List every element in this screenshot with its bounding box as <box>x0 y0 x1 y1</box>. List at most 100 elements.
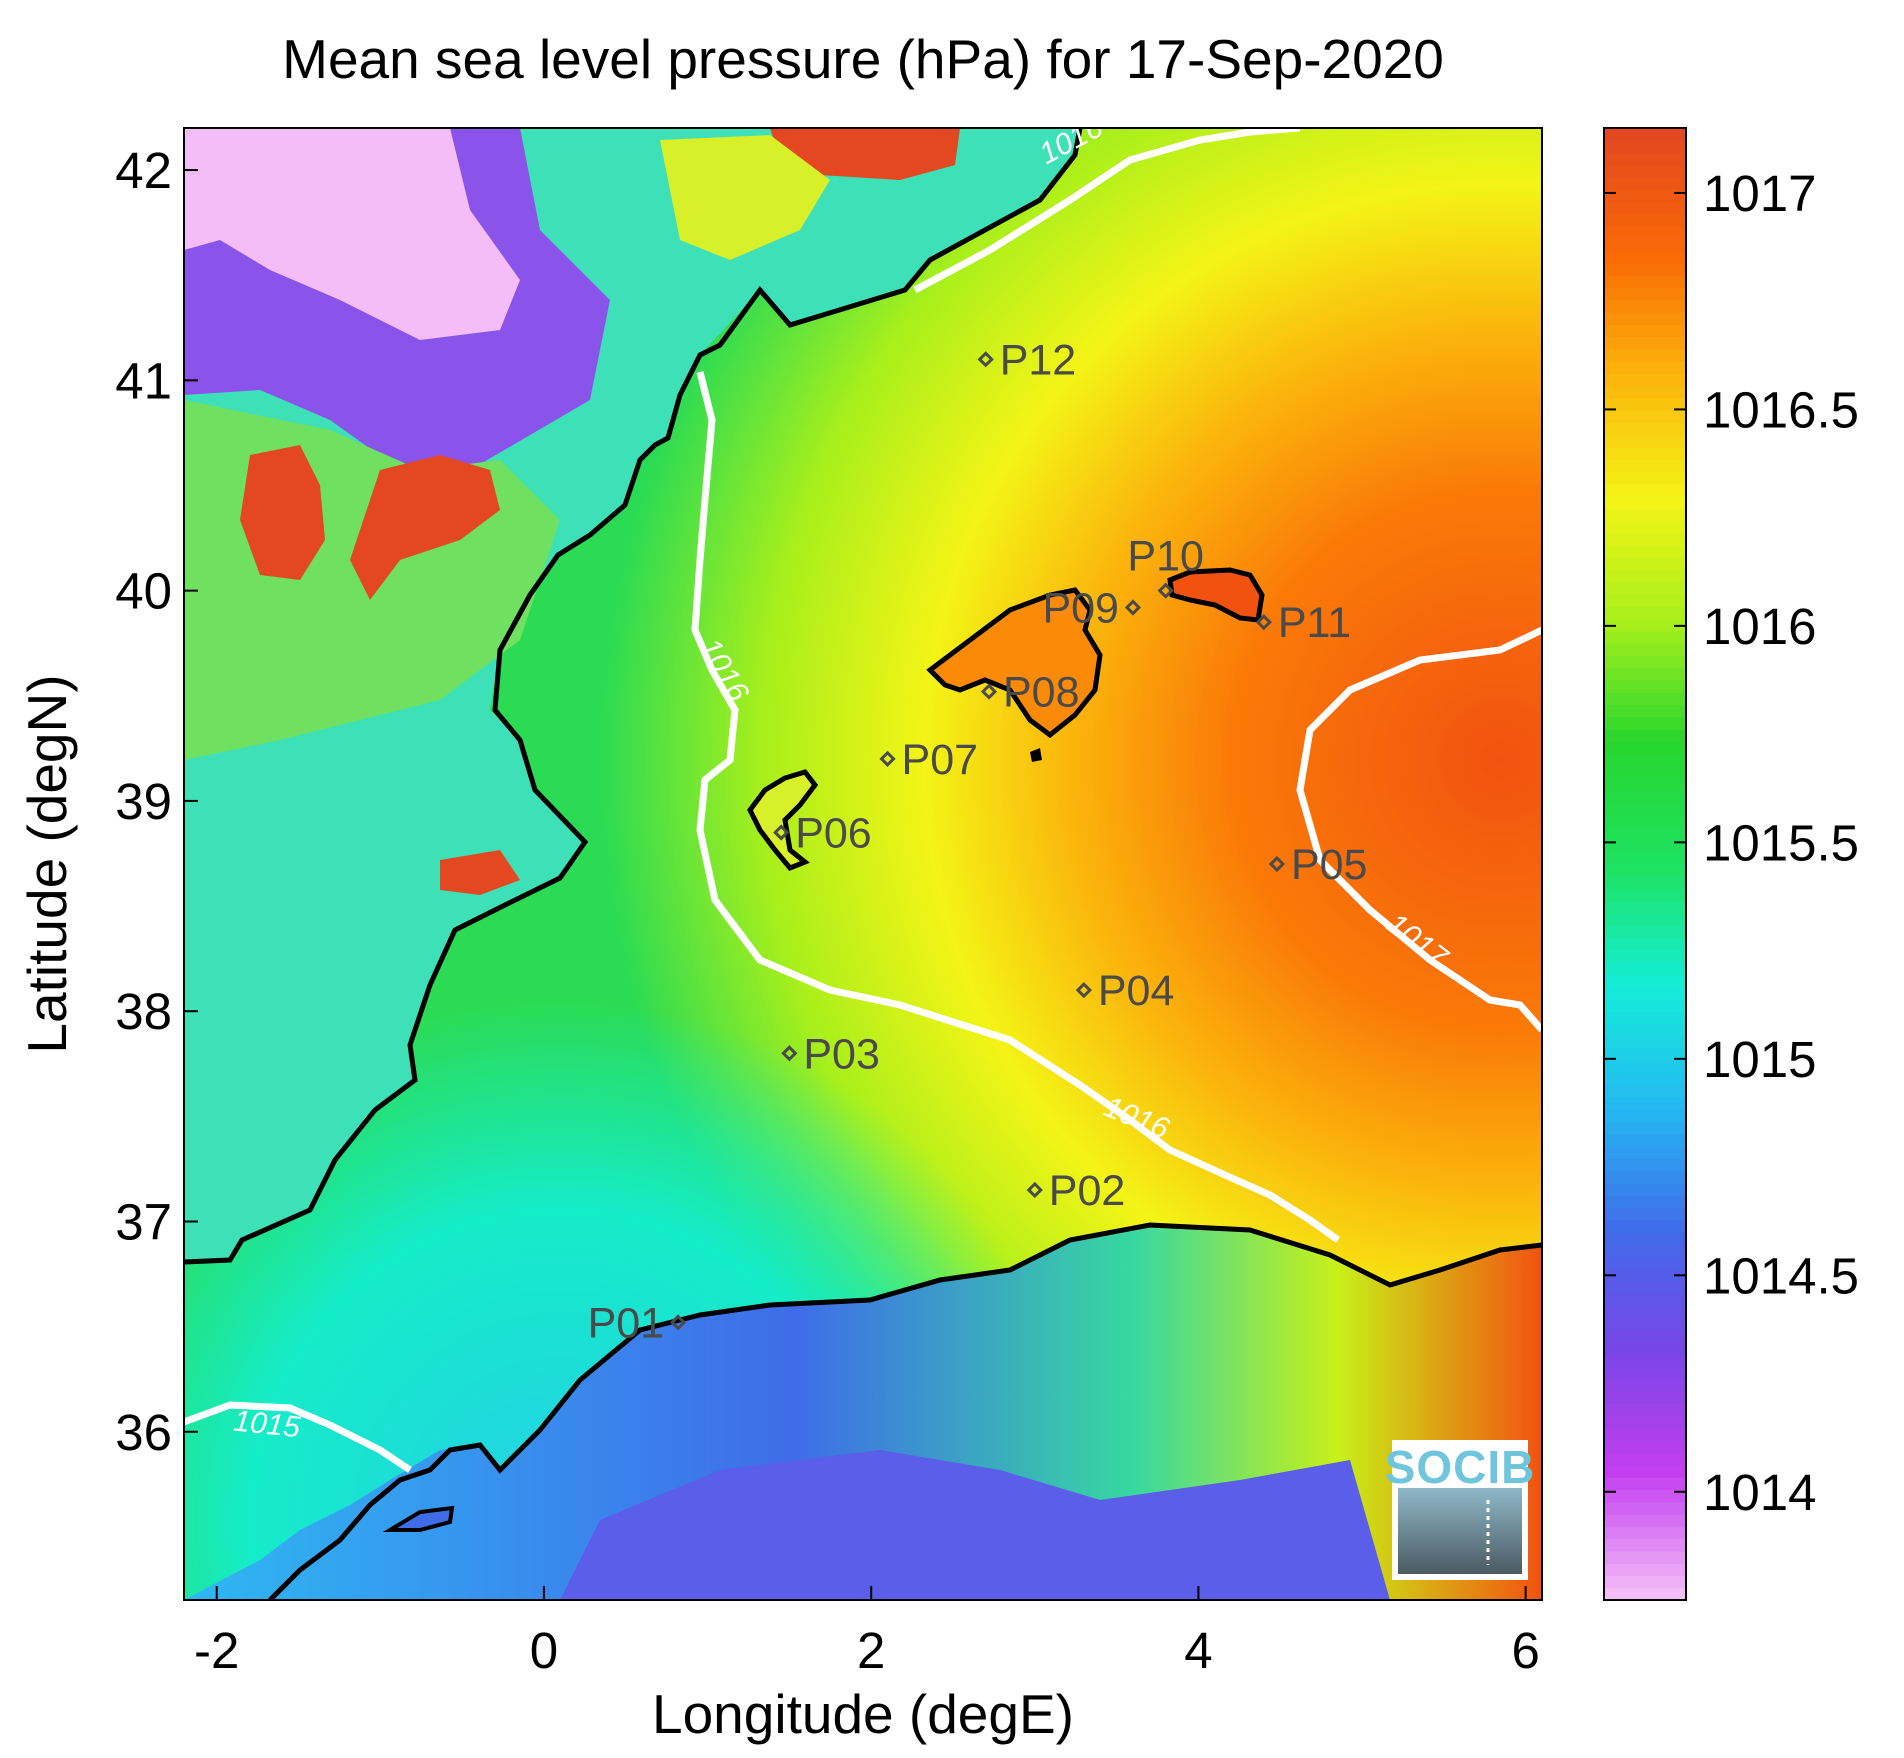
colorbar-band <box>1604 1207 1686 1221</box>
colorbar-band <box>1604 1158 1686 1172</box>
island-alboran <box>382 1505 455 1532</box>
colorbar-band <box>1604 446 1686 460</box>
colorbar-band <box>1604 1489 1686 1503</box>
colorbar-band <box>1604 189 1686 203</box>
colorbar-band <box>1604 1048 1686 1061</box>
station-marker <box>773 824 790 841</box>
station-marker <box>879 750 896 767</box>
colorbar-band <box>1604 1232 1686 1245</box>
catalonia-red-patch <box>770 128 960 180</box>
colorbar-band <box>1604 569 1686 583</box>
colorbar-band <box>1604 459 1686 473</box>
station-p03: P03 <box>781 1030 880 1078</box>
colorbar-band <box>1604 1342 1686 1356</box>
colorbar-band <box>1604 1256 1686 1270</box>
colorbar-band <box>1604 1182 1686 1196</box>
colorbar-band <box>1604 1526 1686 1540</box>
colorbar-band <box>1604 765 1686 779</box>
colorbar-band <box>1604 937 1686 951</box>
colorbar-bands <box>1604 128 1686 1601</box>
colorbar-band <box>1604 1219 1686 1233</box>
colorbar-band <box>1604 483 1686 497</box>
station-p07: P07 <box>879 736 978 784</box>
colorbar-band <box>1604 361 1686 374</box>
station-label: P01 <box>588 1299 665 1347</box>
colorbar-band <box>1604 1366 1686 1380</box>
colorbar-band <box>1604 140 1686 154</box>
colorbar-band <box>1604 606 1686 620</box>
colorbar-band <box>1604 729 1686 742</box>
colorbar-band <box>1604 925 1686 939</box>
colorbar-band <box>1604 250 1686 264</box>
x-axis-label: Longitude (degE) <box>652 1683 1074 1745</box>
colorbar-band <box>1604 704 1686 718</box>
y-tick-label: 41 <box>115 352 172 409</box>
station-p01: P01 <box>588 1299 687 1347</box>
station-label: P09 <box>1042 584 1119 632</box>
y-tick-label: 42 <box>115 142 172 199</box>
colorbar-band <box>1604 1097 1686 1110</box>
contour-1017-east <box>1296 626 1542 1033</box>
colorbar-band <box>1604 998 1686 1012</box>
africa-purple-patch <box>560 1450 1390 1600</box>
colorbar-band <box>1604 1354 1686 1368</box>
colorbar-band <box>1604 226 1686 239</box>
colorbar-band <box>1604 888 1686 902</box>
x-tick-label: -2 <box>194 1622 239 1679</box>
colorbar-tick-label: 1016.5 <box>1703 381 1859 438</box>
contour-1016-central <box>691 371 1341 1243</box>
station-label: P10 <box>1127 533 1204 581</box>
contour-1016-north <box>913 128 1301 294</box>
station-p12: P12 <box>977 336 1076 384</box>
station-label: P04 <box>1098 967 1175 1015</box>
chart-title: Mean sea level pressure (hPa) for 17-Sep… <box>282 28 1444 90</box>
logo-text: SOCIB <box>1385 1441 1536 1493</box>
colorbar-band <box>1604 275 1686 289</box>
island-ibiza <box>747 769 819 871</box>
island-cabrera <box>1030 748 1042 762</box>
colorbar-band <box>1604 716 1686 730</box>
colorbar-band <box>1604 1281 1686 1294</box>
colorbar-band <box>1604 1146 1686 1159</box>
station-p11: P11 <box>1255 599 1351 647</box>
x-tick-label: 6 <box>1511 1622 1539 1679</box>
colorbar-band <box>1604 496 1686 509</box>
colorbar-band <box>1604 1244 1686 1258</box>
map-frame <box>183 127 1543 1601</box>
colorbar-band <box>1604 790 1686 804</box>
station-label: P03 <box>803 1030 880 1078</box>
colorbar-band <box>1604 864 1686 877</box>
colorbar-band <box>1604 974 1686 988</box>
colorbar-band <box>1604 471 1686 485</box>
station-p06: P06 <box>773 809 872 857</box>
colorbar-band <box>1604 1330 1686 1343</box>
colorbar-band <box>1604 962 1686 975</box>
colorbar-band <box>1604 778 1686 791</box>
pyrenees-pink <box>184 128 520 340</box>
colorbar-band <box>1604 1195 1686 1209</box>
station-p09: P09 <box>1042 584 1142 632</box>
station-label: P06 <box>795 809 872 857</box>
y-axis-label: Latitude (degN) <box>16 674 78 1053</box>
station-marker <box>980 683 998 700</box>
colorbar: 1014 1014.5 1015 1015.5 1016 1016.5 1017 <box>1603 127 1859 1601</box>
iberia-red-patch-c <box>440 850 520 895</box>
station-marker <box>1075 982 1093 999</box>
colorbar-band <box>1604 1035 1686 1049</box>
colorbar-band <box>1604 1379 1686 1393</box>
station-label: P05 <box>1291 841 1368 889</box>
colorbar-band <box>1604 1072 1686 1086</box>
station-p04: P04 <box>1075 967 1175 1015</box>
station-marker <box>1268 855 1286 873</box>
y-tick-label: 40 <box>115 563 172 620</box>
colorbar-band <box>1604 655 1686 669</box>
colorbar-band <box>1604 1109 1686 1123</box>
colorbar-band <box>1604 299 1686 313</box>
colorbar-band <box>1604 1563 1686 1577</box>
x-tick-label: 4 <box>1184 1622 1212 1679</box>
colorbar-band <box>1604 177 1686 190</box>
x-tick-label: 0 <box>530 1622 558 1679</box>
colorbar-band <box>1604 1293 1686 1307</box>
